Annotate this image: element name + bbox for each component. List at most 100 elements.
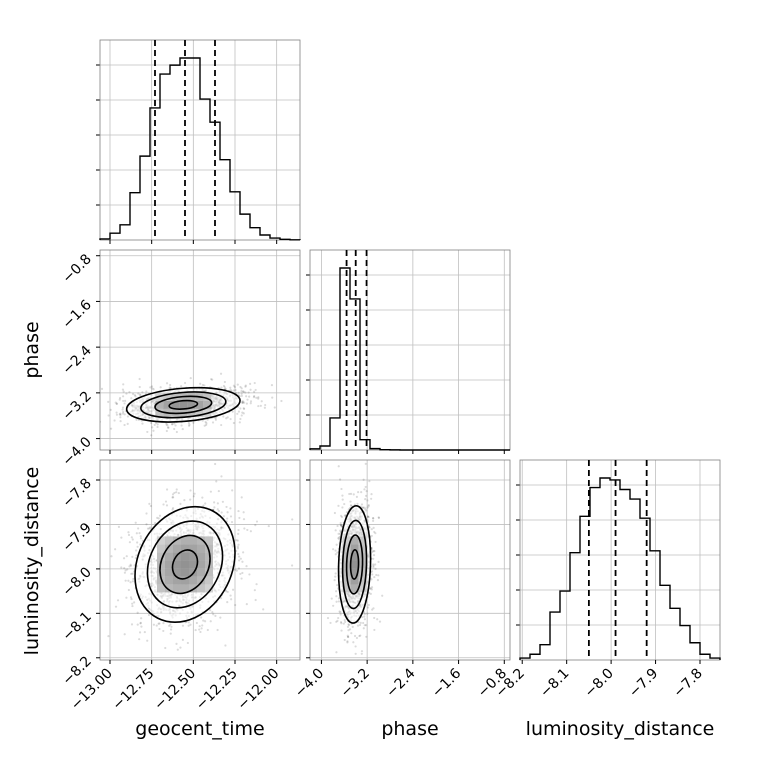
scatter-point (121, 395, 125, 398)
scatter-point (109, 427, 113, 430)
scatter-point (326, 616, 330, 620)
histogram-panel-luminosity-distance: −8.2 −8.1 −8.0 −7.9 −7.8 (493, 459, 721, 701)
scatter-point (152, 429, 155, 432)
scatter-point (174, 424, 177, 427)
scatter-point (262, 608, 265, 611)
scatter-point (123, 633, 126, 636)
scatter-point (360, 503, 364, 506)
scatter-point (370, 493, 373, 496)
scatter-point (198, 628, 201, 631)
scatter-point (372, 526, 375, 529)
scatter-point (253, 390, 256, 393)
panel-frame (309, 459, 511, 661)
scatter-point (205, 423, 208, 426)
scatter-point (189, 377, 192, 380)
scatter-point (162, 629, 165, 633)
scatter-point (150, 385, 154, 388)
scatter-point (128, 541, 131, 544)
scatter-point (158, 622, 161, 625)
scatter-point (138, 377, 141, 381)
scatter-point (224, 644, 227, 647)
scatter-point (135, 549, 138, 552)
scatter-point (351, 625, 354, 628)
x-axis-label-luminosity-distance: luminosity_distance (526, 718, 715, 740)
y-tick-label: −1.6 (59, 297, 94, 332)
scatter-point (346, 634, 349, 637)
scatter-point (245, 603, 248, 606)
scatter-point (226, 590, 229, 594)
y-tick-label: −8.0 (59, 564, 94, 599)
scatter-point (131, 538, 134, 541)
scatter-point (237, 410, 241, 413)
scatter-point (352, 493, 355, 496)
scatter-point (229, 388, 232, 391)
scatter-point (363, 506, 366, 509)
scatter-point (125, 596, 128, 599)
scatter-point (254, 598, 257, 602)
scatter-point (361, 506, 365, 509)
scatter-point (241, 400, 245, 403)
scatter-point (162, 503, 165, 506)
scatter-point (235, 569, 238, 572)
contour-line (171, 549, 199, 580)
scatter-point (234, 603, 237, 607)
scatter-point (249, 402, 252, 405)
y-tick-label: −3.2 (59, 388, 94, 423)
scatter-point (246, 528, 249, 532)
x-tick-label: −12.75 (110, 666, 158, 714)
scatter-point (352, 641, 355, 644)
scatter-point (169, 383, 172, 387)
scatter-point (373, 530, 376, 534)
panel-frame (99, 39, 301, 241)
scatter-point (355, 636, 359, 640)
scatter-point (370, 570, 374, 573)
scatter-point (271, 396, 274, 399)
scatter-point (257, 397, 260, 400)
scatter-point (125, 392, 128, 395)
scatter-point (239, 407, 242, 410)
contour-line (125, 386, 241, 423)
scatter-point (138, 631, 142, 634)
scatter-point (122, 557, 126, 560)
scatter-point (370, 578, 373, 581)
x-tick-label: −7.8 (670, 666, 705, 701)
scatter-point (239, 572, 242, 576)
scatter-point (219, 616, 222, 619)
scatter-point (340, 525, 343, 528)
scatter-point (238, 516, 241, 520)
scatter-point (135, 418, 138, 421)
x-tick-label: −3.2 (338, 666, 373, 701)
scatter-point (340, 515, 344, 519)
scatter-point (203, 424, 206, 427)
scatter-point (356, 502, 359, 505)
scatter-point (201, 624, 204, 627)
scatter-point (64, 424, 66, 426)
scatter-point (176, 648, 179, 651)
scatter-point (339, 532, 342, 536)
scatter-point (199, 630, 202, 634)
scatter-point (377, 516, 381, 519)
scatter-point (243, 401, 246, 404)
scatter-point (146, 430, 149, 434)
scatter-point (136, 611, 139, 614)
scatter-point (122, 390, 125, 393)
scatter-point (381, 594, 384, 597)
scatter-point (127, 579, 130, 582)
scatter-point (236, 539, 239, 542)
scatter-point (167, 426, 170, 429)
scatter-point (223, 386, 226, 389)
scatter-point (226, 600, 229, 604)
scatter-point (363, 624, 366, 627)
scatter-point (138, 385, 141, 389)
scatter-point (98, 420, 100, 422)
scatter-point (273, 406, 276, 409)
scatter-point (349, 504, 353, 507)
scatter-point (240, 390, 243, 393)
scatter-point (131, 604, 134, 608)
scatter-point (237, 552, 240, 556)
scatter-point (192, 421, 195, 424)
scatter-point (141, 422, 144, 425)
scatter-point (130, 397, 133, 400)
scatter-point (347, 623, 351, 627)
scatter-point (245, 565, 248, 568)
